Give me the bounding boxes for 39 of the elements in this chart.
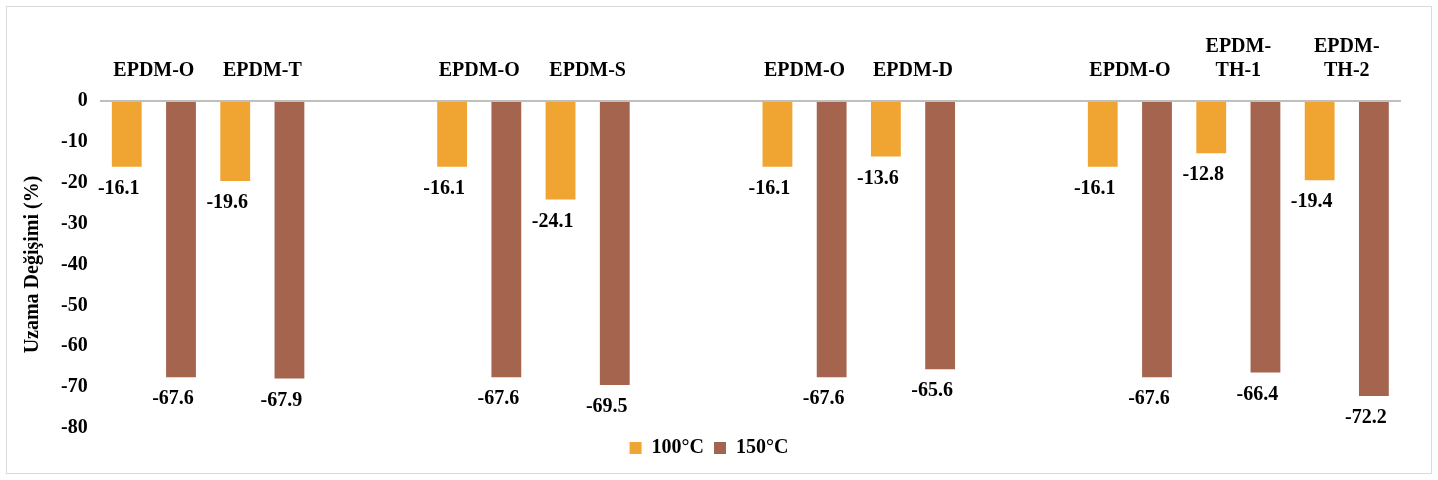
data-label: -16.1 — [1073, 175, 1116, 198]
data-label: -67.6 — [477, 386, 520, 409]
y-tick-label: 0 — [77, 88, 88, 111]
data-label: -13.6 — [857, 165, 899, 188]
data-label: -16.1 — [97, 175, 140, 198]
data-label: -69.5 — [585, 394, 628, 417]
x-tick-label: EPDM-TH-1 — [1205, 34, 1272, 81]
y-tick-label: -30 — [60, 210, 88, 233]
legend-label: 100°C — [651, 435, 705, 458]
y-tick-label: -40 — [60, 251, 88, 274]
x-tick-label: EPDM-O — [1089, 58, 1171, 81]
data-label: -67.6 — [1128, 386, 1170, 409]
x-tick-label: EPDM-D — [873, 58, 953, 81]
data-label: -24.1 — [531, 208, 574, 231]
x-tick-label: EPDM-O — [113, 58, 195, 81]
x-tick-label: EPDM-O — [764, 58, 846, 81]
y-tick-label: -10 — [60, 129, 88, 152]
data-label: -19.4 — [1290, 189, 1333, 212]
y-tick-label: -50 — [60, 292, 88, 315]
data-label: -12.8 — [1182, 162, 1225, 185]
y-axis-title: Uzama Değişimi (%) — [20, 175, 44, 354]
legend-label: 150°C — [736, 435, 789, 458]
x-tick-label: EPDM-S — [549, 58, 626, 81]
data-label: -16.1 — [423, 175, 465, 198]
data-label: -67.6 — [802, 386, 845, 409]
y-tick-label: -70 — [60, 374, 88, 397]
data-label: -67.6 — [152, 386, 194, 409]
x-tick-label: EPDM-TH-2 — [1314, 34, 1380, 81]
data-label: -19.6 — [206, 190, 249, 213]
data-label: -67.9 — [260, 387, 303, 410]
data-label: -16.1 — [748, 175, 791, 198]
data-label: -72.2 — [1345, 405, 1387, 428]
y-tick-label: -60 — [60, 333, 88, 356]
x-tick-label: EPDM-O — [438, 58, 520, 81]
data-label: -66.4 — [1236, 381, 1279, 404]
y-tick-label: -20 — [60, 169, 88, 192]
y-tick-label: -80 — [60, 415, 88, 438]
x-tick-label: EPDM-T — [222, 58, 303, 81]
data-label: -65.6 — [911, 378, 953, 401]
